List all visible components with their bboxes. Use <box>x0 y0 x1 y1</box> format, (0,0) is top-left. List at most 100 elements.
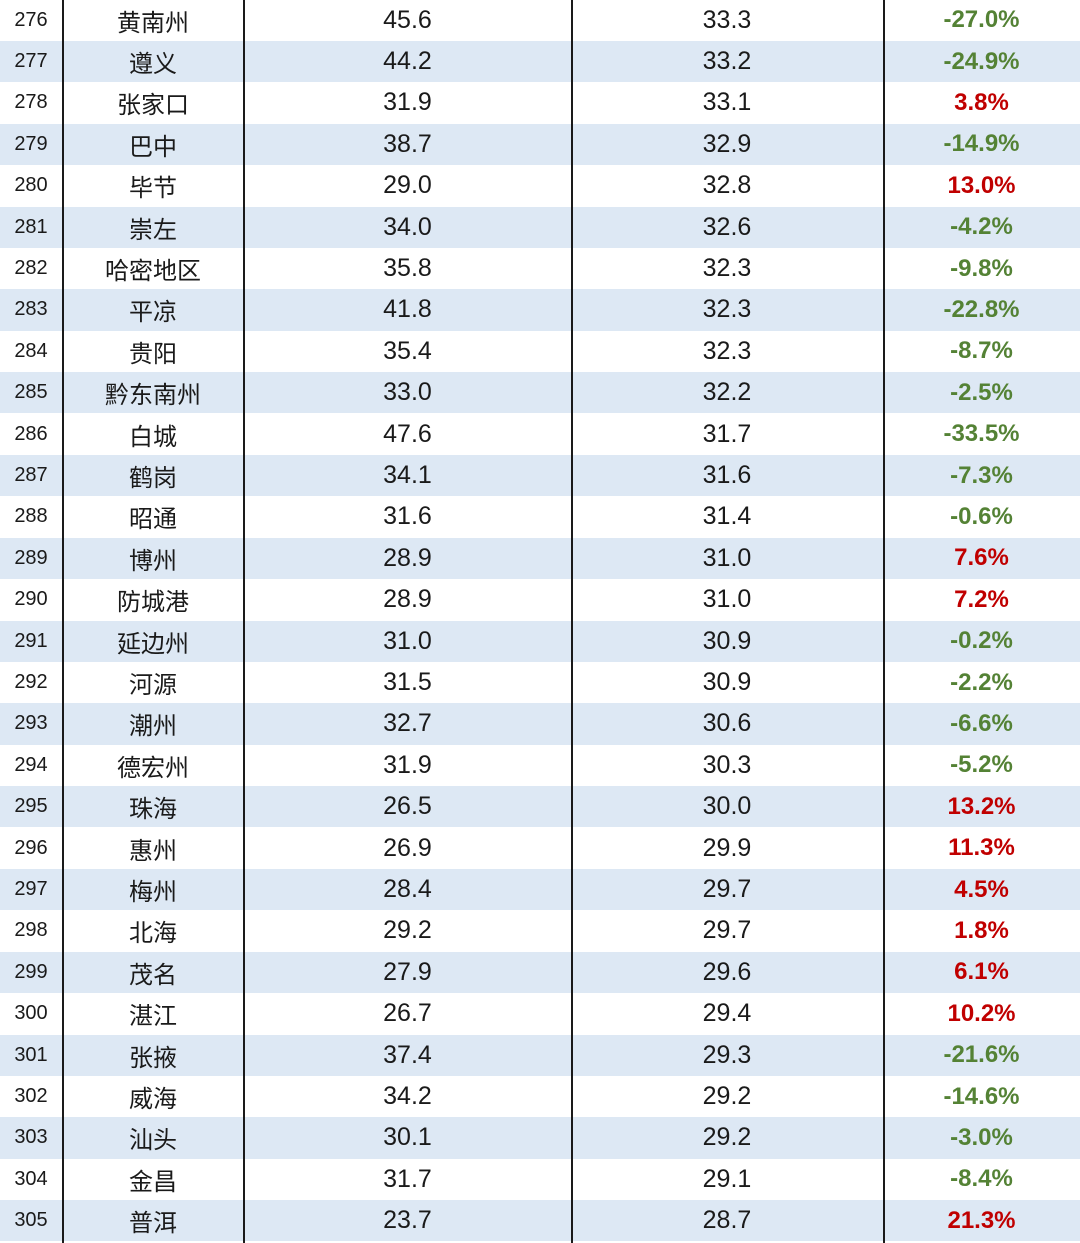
city-cell: 金昌 <box>129 1167 177 1196</box>
value-prev-cell: 23.7 <box>383 1206 432 1235</box>
rank-cell: 295 <box>14 795 48 818</box>
change-cell: 13.2% <box>947 792 1016 820</box>
rank-cell: 285 <box>14 381 48 404</box>
value-curr-cell: 31.6 <box>702 461 752 490</box>
rank-cell: 277 <box>14 50 48 73</box>
value-prev-cell: 31.6 <box>383 502 432 531</box>
rank-cell: 294 <box>14 753 48 776</box>
value-curr-cell: 31.0 <box>702 585 752 614</box>
city-cell: 潮州 <box>129 712 177 741</box>
rank-cell: 303 <box>14 1126 48 1149</box>
value-curr-cell: 29.2 <box>702 1123 752 1152</box>
city-cell: 河源 <box>129 671 177 700</box>
value-curr-cell: 29.7 <box>702 875 752 904</box>
rank-cell: 290 <box>14 588 48 611</box>
rank-cell: 279 <box>14 132 48 155</box>
rank-cell: 288 <box>14 505 48 528</box>
table-row: 283 平凉 41.8 32.3 -22.8% <box>0 289 1080 331</box>
value-prev-cell: 38.7 <box>383 129 432 158</box>
value-prev-cell: 31.5 <box>383 668 432 697</box>
value-curr-cell: 32.3 <box>702 254 752 283</box>
table-row: 277 遵义 44.2 33.2 -24.9% <box>0 40 1080 83</box>
value-prev-cell: 34.1 <box>383 461 432 490</box>
rank-cell: 299 <box>14 960 48 983</box>
value-prev-cell: 35.4 <box>383 336 432 365</box>
value-prev-cell: 31.9 <box>383 750 432 779</box>
change-cell: -0.6% <box>950 502 1013 530</box>
city-cell: 贵阳 <box>129 339 177 368</box>
value-prev-cell: 28.9 <box>383 585 432 614</box>
value-curr-cell: 30.0 <box>702 792 752 821</box>
city-cell: 普洱 <box>129 1209 177 1238</box>
value-prev-cell: 45.6 <box>383 5 432 34</box>
value-curr-cell: 28.7 <box>702 1206 752 1235</box>
value-prev-cell: 28.4 <box>383 875 432 904</box>
value-prev-cell: 31.9 <box>383 88 432 117</box>
value-curr-cell: 30.9 <box>702 626 752 655</box>
change-cell: -14.6% <box>943 1082 1020 1110</box>
change-cell: 3.8% <box>954 88 1009 116</box>
change-cell: -5.2% <box>950 751 1013 779</box>
table-row: 280 毕节 29.0 32.8 13.0% <box>0 165 1080 206</box>
change-cell: 6.1% <box>954 958 1009 986</box>
city-cell: 延边州 <box>117 629 189 658</box>
rank-cell: 282 <box>14 257 48 280</box>
table-row: 278 张家口 31.9 33.1 3.8% <box>0 82 1080 123</box>
column-divider <box>571 0 573 1243</box>
value-prev-cell: 29.2 <box>383 916 432 945</box>
table-row: 299 茂名 27.9 29.6 6.1% <box>0 951 1080 994</box>
change-cell: -3.0% <box>950 1123 1013 1151</box>
table-row: 292 河源 31.5 30.9 -2.2% <box>0 662 1080 703</box>
table-row: 302 威海 34.2 29.2 -14.6% <box>0 1076 1080 1117</box>
city-cell: 哈密地区 <box>105 257 201 286</box>
value-prev-cell: 26.7 <box>383 999 432 1028</box>
city-cell: 黔东南州 <box>105 381 201 410</box>
table-row: 287 鹤岗 34.1 31.6 -7.3% <box>0 454 1080 497</box>
value-prev-cell: 28.9 <box>383 543 432 572</box>
table-row: 296 惠州 26.9 29.9 11.3% <box>0 828 1080 869</box>
city-cell: 珠海 <box>129 795 177 824</box>
table-row: 304 金昌 31.7 29.1 -8.4% <box>0 1159 1080 1200</box>
value-curr-cell: 31.7 <box>702 419 752 448</box>
value-curr-cell: 32.9 <box>702 129 752 158</box>
value-curr-cell: 30.3 <box>702 750 752 779</box>
table-row: 279 巴中 38.7 32.9 -14.9% <box>0 123 1080 166</box>
value-curr-cell: 33.2 <box>702 47 752 76</box>
value-prev-cell: 34.0 <box>383 212 432 241</box>
city-cell: 德宏州 <box>117 753 189 782</box>
city-cell: 鹤岗 <box>129 464 177 493</box>
value-prev-cell: 41.8 <box>383 295 432 324</box>
rank-cell: 304 <box>14 1167 48 1190</box>
change-cell: 1.8% <box>954 916 1009 944</box>
change-cell: -33.5% <box>943 420 1020 448</box>
change-cell: -24.9% <box>943 47 1020 75</box>
change-cell: -8.4% <box>950 1165 1013 1193</box>
value-prev-cell: 31.7 <box>383 1164 432 1193</box>
rank-cell: 296 <box>14 836 48 859</box>
change-cell: -14.9% <box>943 130 1020 158</box>
table-row: 276 黄南州 45.6 33.3 -27.0% <box>0 0 1080 41</box>
value-curr-cell: 30.9 <box>702 668 752 697</box>
value-prev-cell: 29.0 <box>383 171 432 200</box>
value-prev-cell: 34.2 <box>383 1082 432 1111</box>
table-row: 285 黔东南州 33.0 32.2 -2.5% <box>0 372 1080 414</box>
value-curr-cell: 31.0 <box>702 543 752 572</box>
city-cell: 惠州 <box>129 836 177 865</box>
city-cell: 威海 <box>129 1085 177 1114</box>
table-row: 298 北海 29.2 29.7 1.8% <box>0 910 1080 951</box>
rank-cell: 298 <box>14 919 48 942</box>
value-prev-cell: 33.0 <box>383 378 432 407</box>
change-cell: -22.8% <box>943 295 1020 323</box>
city-cell: 遵义 <box>129 50 177 79</box>
value-curr-cell: 32.6 <box>702 212 752 241</box>
city-cell: 崇左 <box>129 215 177 244</box>
value-curr-cell: 29.7 <box>702 916 752 945</box>
rank-cell: 300 <box>14 1002 48 1025</box>
city-cell: 汕头 <box>129 1126 177 1155</box>
column-divider <box>883 0 885 1243</box>
change-cell: -9.8% <box>950 254 1013 282</box>
value-curr-cell: 29.1 <box>702 1164 752 1193</box>
change-cell: 7.6% <box>954 544 1009 572</box>
value-curr-cell: 29.4 <box>702 999 752 1028</box>
